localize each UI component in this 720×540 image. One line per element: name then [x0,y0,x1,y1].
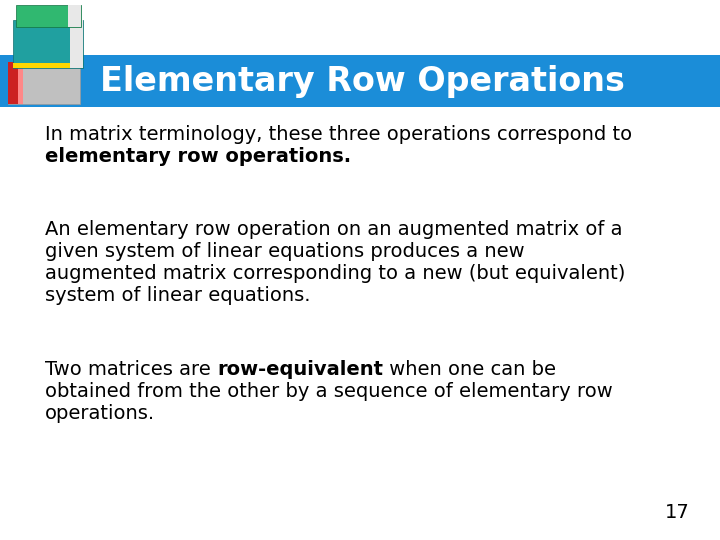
Bar [68,5,81,27]
Text: An elementary row operation on an augmented matrix of a: An elementary row operation on an augmen… [45,220,623,239]
Bar [8,62,18,104]
Bar [18,62,23,104]
Text: Elementary Row Operations: Elementary Row Operations [100,64,625,98]
Text: 17: 17 [665,503,690,522]
Text: when one can be: when one can be [383,360,556,379]
Text: augmented matrix corresponding to a new (but equivalent): augmented matrix corresponding to a new … [45,264,626,283]
Bar [13,20,83,68]
Bar [8,62,80,104]
Bar [16,5,81,27]
Text: given system of linear equations produces a new: given system of linear equations produce… [45,242,525,261]
Bar [70,20,83,68]
Text: operations.: operations. [45,404,155,423]
Text: Two matrices are: Two matrices are [45,360,217,379]
Bar [13,63,83,68]
Text: system of linear equations.: system of linear equations. [45,286,310,305]
Text: row-equivalent: row-equivalent [217,360,383,379]
Text: In matrix terminology, these three operations correspond to: In matrix terminology, these three opera… [45,125,632,144]
Text: elementary row operations.: elementary row operations. [45,147,351,166]
Bar [0,55,720,107]
Text: obtained from the other by a sequence of elementary row: obtained from the other by a sequence of… [45,382,613,401]
